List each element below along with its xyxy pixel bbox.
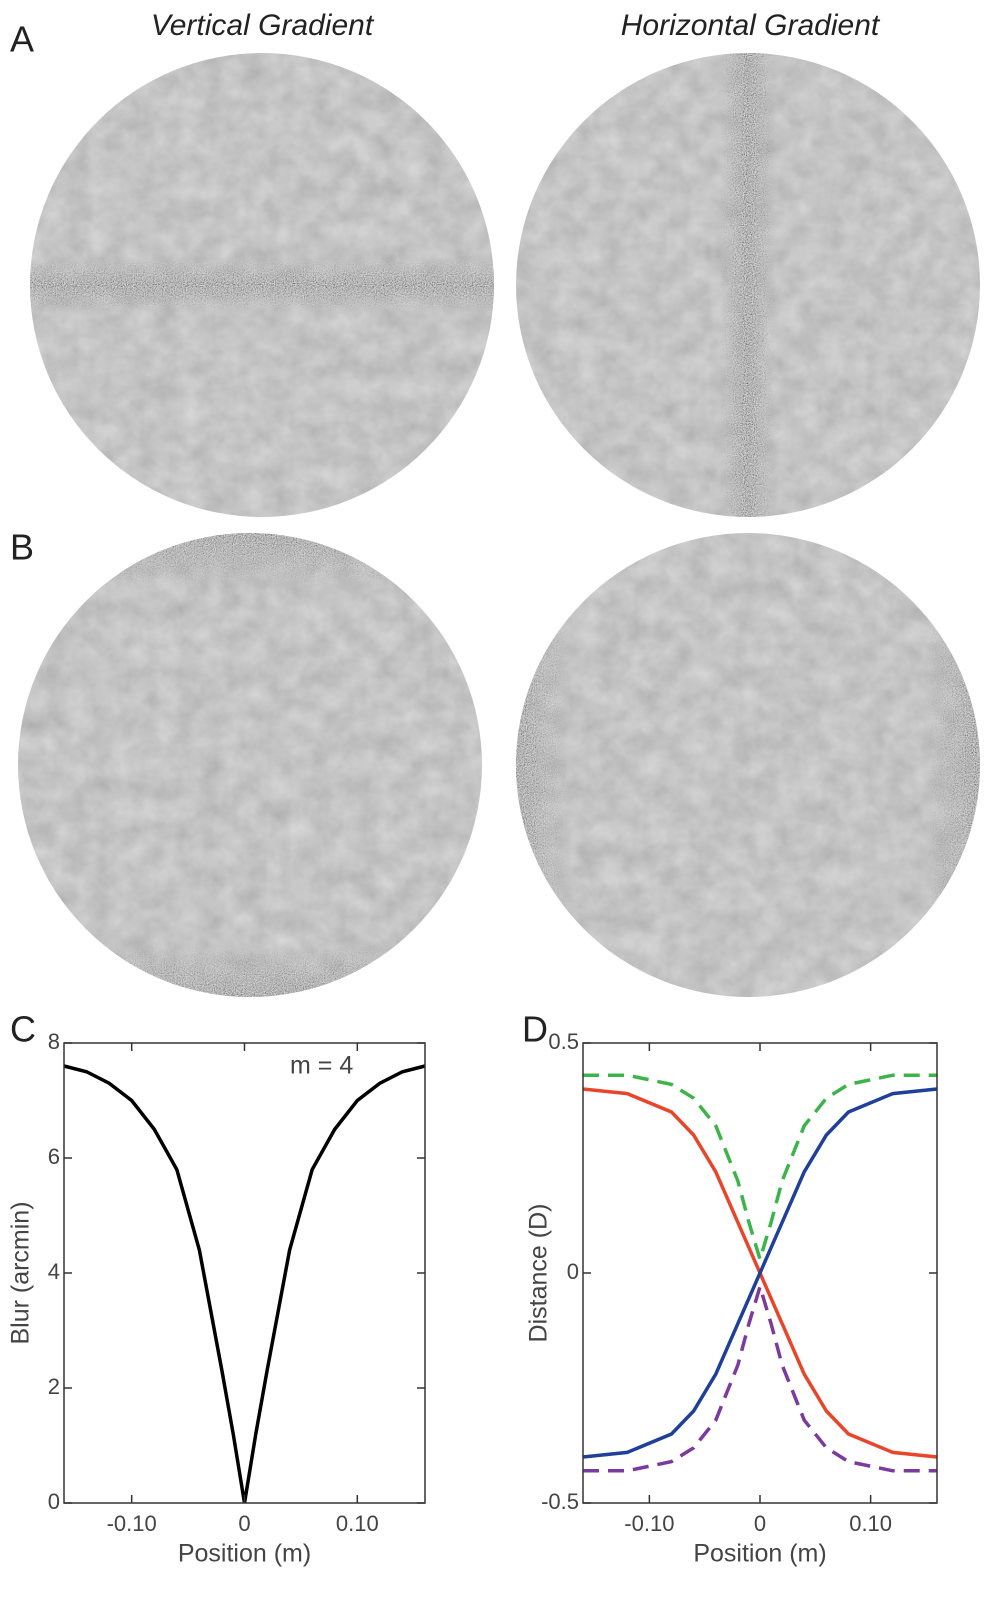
panel-label: A <box>10 19 34 60</box>
y-tick-label: 4 <box>48 1259 60 1284</box>
column-title: Vertical Gradient <box>151 9 375 42</box>
y-tick-label: 0 <box>567 1259 579 1284</box>
x-tick-label: 0.10 <box>336 1511 379 1536</box>
x-tick-label: 0.10 <box>849 1511 892 1536</box>
x-tick-label: -0.10 <box>107 1511 157 1536</box>
data-line <box>583 1280 937 1473</box>
y-tick-label: 2 <box>48 1374 60 1399</box>
panel-label: B <box>10 527 34 568</box>
x-tick-label: -0.10 <box>624 1511 674 1536</box>
y-tick-label: 0 <box>48 1489 60 1514</box>
x-axis-label: Position (m) <box>693 1540 826 1568</box>
panel-label: C <box>10 1009 36 1050</box>
x-tick-label: 0 <box>754 1511 766 1536</box>
stimulus-images <box>18 53 980 997</box>
data-line <box>582 1087 938 1459</box>
panel-label: D <box>522 1009 548 1050</box>
y-tick-label: 0.5 <box>548 1029 579 1054</box>
plot-frame <box>63 1042 426 1504</box>
x-tick-label: 0 <box>238 1511 250 1536</box>
y-axis-label: Distance (D) <box>525 1204 553 1343</box>
y-tick-label: 6 <box>48 1144 60 1169</box>
y-axis-label: Blur (arcmin) <box>7 1201 35 1344</box>
y-tick-label: -0.5 <box>541 1489 579 1514</box>
y-tick-label: 8 <box>48 1029 60 1054</box>
x-axis-label: Position (m) <box>178 1540 311 1568</box>
column-title: Horizontal Gradient <box>621 9 881 42</box>
data-line <box>63 1064 426 1504</box>
data-line <box>583 1073 937 1266</box>
annotation: m = 4 <box>290 1052 353 1080</box>
